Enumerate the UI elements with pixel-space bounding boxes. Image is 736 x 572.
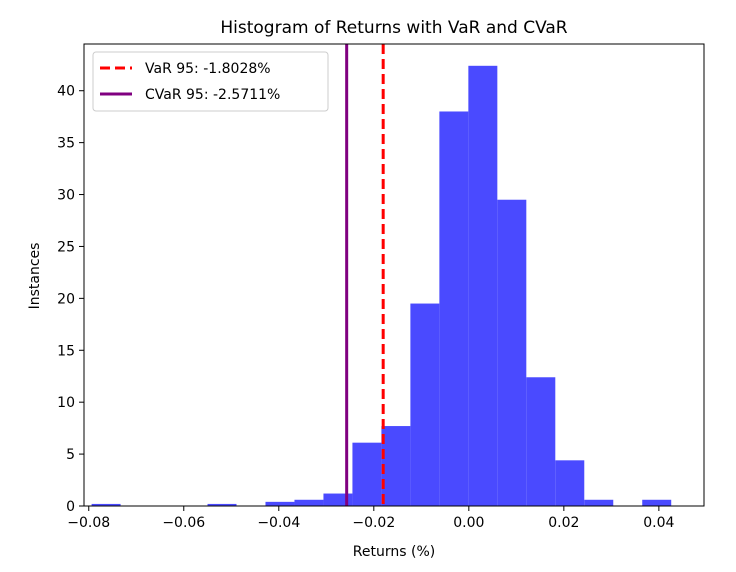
histogram-bar [526, 377, 556, 506]
histogram-bar [265, 501, 295, 506]
histogram-bar [439, 111, 469, 506]
y-tick-label: 0 [66, 499, 75, 515]
x-tick-label: 0.02 [548, 515, 579, 531]
y-tick-label: 30 [57, 188, 75, 204]
legend-box [92, 51, 329, 112]
x-tick-label: −0.06 [162, 515, 205, 531]
x-tick-label: 0.04 [643, 515, 674, 531]
x-axis-ticks: −0.08 −0.06 −0.04 −0.02 0.00 0.02 0.04 [67, 506, 675, 531]
histogram-bar [352, 442, 382, 506]
histogram-bar [468, 65, 498, 506]
chart-title: Histogram of Returns with VaR and CVaR [220, 18, 567, 38]
legend-label-cvar: CVaR 95: -2.5711% [145, 87, 280, 103]
bars-group [91, 65, 672, 506]
y-tick-label: 20 [57, 291, 75, 307]
plot-frame [83, 43, 705, 507]
x-axis-label: Returns (%) [353, 544, 435, 560]
histogram-bar [381, 426, 411, 506]
y-tick-label: 15 [57, 343, 75, 359]
x-tick-label: −0.04 [257, 515, 300, 531]
y-tick-label: 5 [66, 447, 75, 463]
y-axis-ticks: 0 5 10 15 20 25 30 35 40 [57, 84, 84, 515]
y-tick-label: 35 [57, 136, 75, 152]
y-tick-label: 10 [57, 395, 75, 411]
legend-label-var: VaR 95: -1.8028% [145, 61, 271, 77]
y-tick-label: 25 [57, 239, 75, 255]
histogram-bar [207, 503, 237, 506]
histogram-bar [294, 499, 324, 506]
x-tick-label: 0.00 [453, 515, 484, 531]
histogram-bar [642, 499, 672, 506]
histogram-bar [91, 503, 121, 506]
histogram-bar [555, 460, 585, 506]
histogram-bar [410, 303, 440, 506]
legend: VaR 95: -1.8028% CVaR 95: -2.5711% [92, 51, 329, 112]
y-tick-label: 40 [57, 84, 75, 100]
histogram-bar [584, 499, 614, 506]
x-tick-label: −0.02 [352, 515, 395, 531]
reference-lines-group [345, 44, 385, 506]
histogram-bar [497, 199, 527, 506]
y-axis-label: Instances [27, 243, 43, 310]
x-tick-label: −0.08 [67, 515, 110, 531]
